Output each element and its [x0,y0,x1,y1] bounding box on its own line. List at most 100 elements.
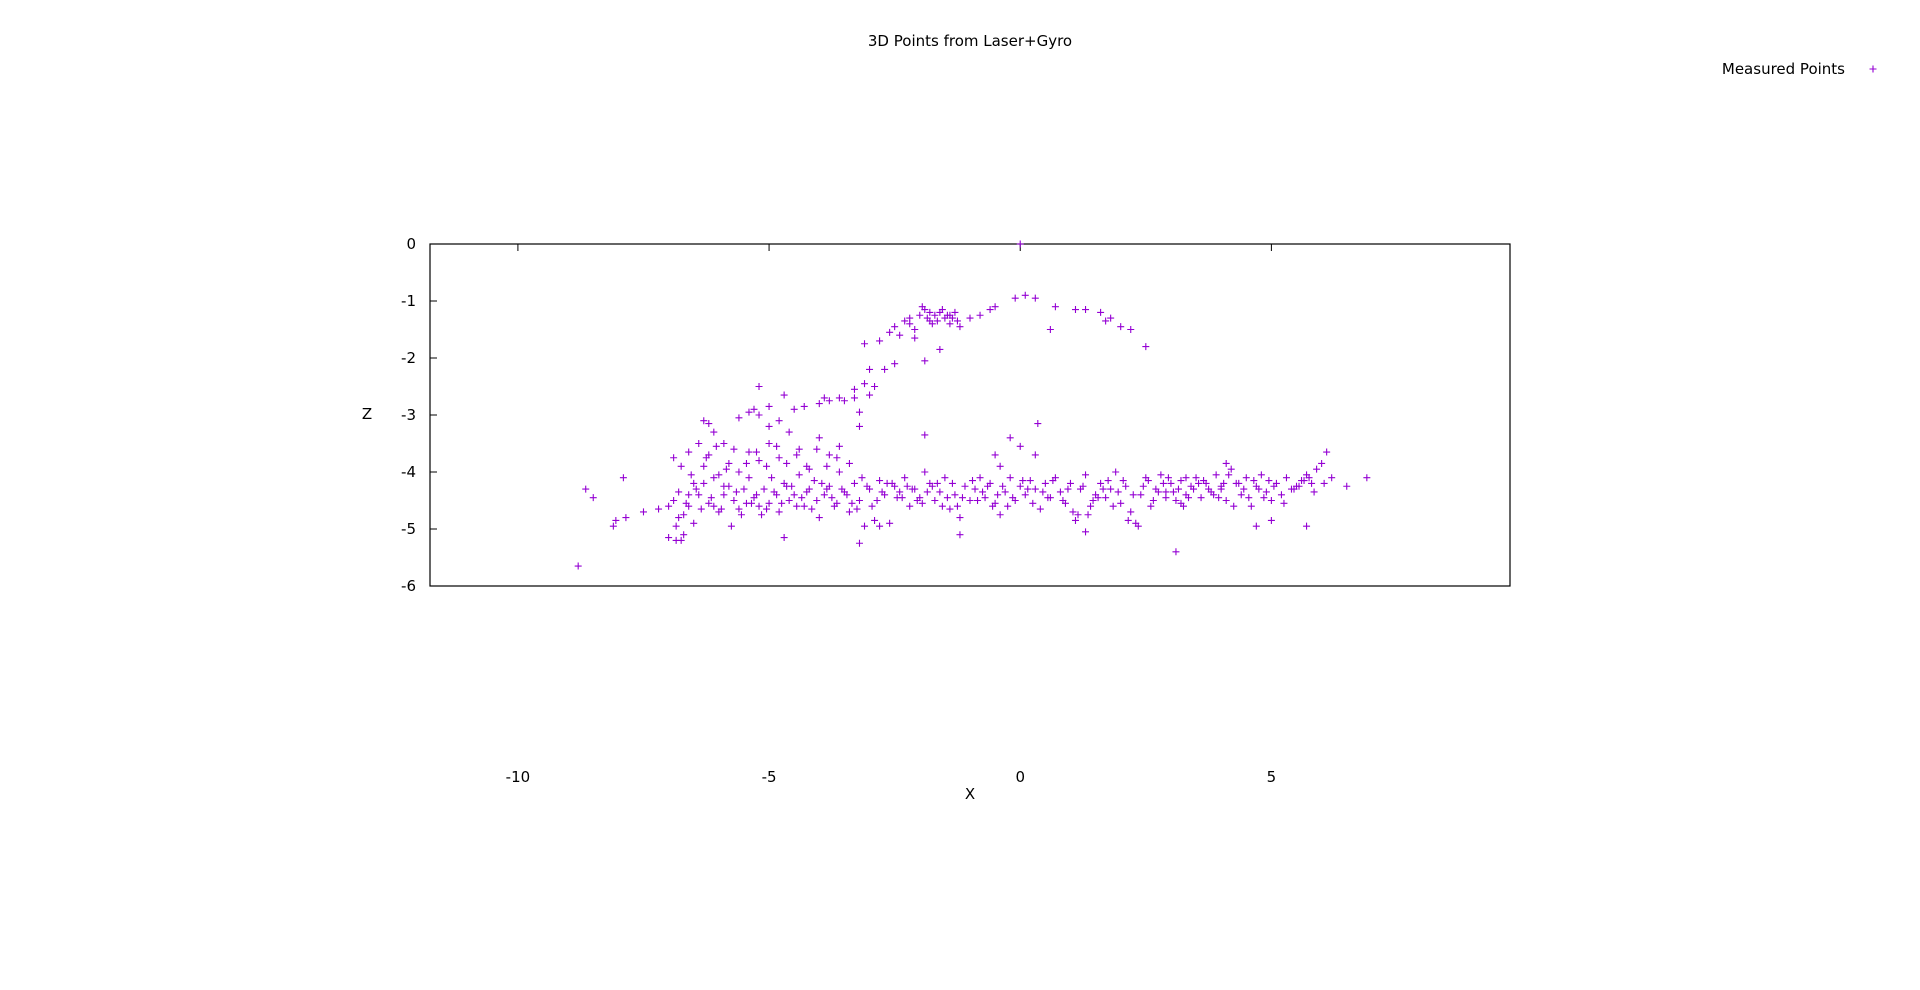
data-point [1270,482,1278,490]
data-point [1026,477,1034,485]
data-point [921,431,929,439]
data-point [808,505,816,513]
data-point [1087,502,1095,510]
data-point [1124,516,1132,524]
data-point [745,474,753,482]
data-point [1031,451,1039,459]
data-point [700,462,708,470]
data-point [1074,511,1082,519]
data-point [1099,485,1107,493]
data-point [710,474,718,482]
data-point [702,454,710,462]
data-point [815,400,823,408]
data-point [1222,459,1230,467]
data-point [855,539,863,547]
data-point [680,531,688,539]
data-point [908,485,916,493]
data-point [1016,240,1024,248]
data-point [1265,477,1273,485]
x-axis: -10 -5 0 5 [506,244,1276,786]
data-point [855,422,863,430]
data-point [1149,497,1157,504]
data-point [1257,471,1265,479]
data-point [1097,308,1105,316]
data-point [820,491,828,499]
data-point [1031,485,1039,493]
data-point [1250,477,1258,485]
data-point [996,511,1004,519]
data-point [735,468,743,476]
data-point [1247,502,1255,510]
data-point [1200,477,1208,485]
data-point [848,499,856,507]
data-point [966,497,974,504]
data-point [1034,420,1042,428]
y-axis-label: Z [362,405,372,423]
data-point [1177,477,1185,485]
data-point [1154,488,1162,496]
data-point [1004,502,1012,510]
data-point [979,488,987,496]
x-tick-label: 0 [1015,768,1025,786]
data-point [742,459,750,467]
y-tick-label: -3 [401,406,416,424]
data-point [732,488,740,496]
data-point [1205,485,1213,493]
data-point [735,505,743,513]
data-point [609,522,617,530]
data-point [682,499,690,507]
data-point [813,497,821,504]
data-point [727,522,735,530]
data-point [1323,448,1331,456]
data-point [1031,294,1039,302]
data-point [1144,477,1152,485]
data-point [1006,434,1014,442]
data-point [835,468,843,476]
data-point [1310,488,1318,496]
data-point [896,488,904,496]
data-point [1011,294,1019,302]
data-point [1071,516,1079,524]
data-point [763,505,771,513]
data-point [717,505,725,513]
data-point [891,323,899,331]
data-point [936,345,944,353]
data-point [958,494,966,502]
data-point [750,405,758,413]
data-point [745,408,753,416]
data-point [1313,465,1321,473]
data-point [866,391,874,399]
data-point [803,462,811,470]
data-point [855,408,863,416]
data-point [1280,499,1288,507]
data-point [901,317,909,325]
data-point [582,485,590,493]
y-tick-label: -1 [401,292,416,310]
data-point [765,422,773,430]
data-point [921,306,929,314]
data-point [928,482,936,490]
data-point [677,462,685,470]
data-point [670,454,678,462]
data-point [833,454,841,462]
data-point [1252,522,1260,530]
data-point [835,442,843,450]
data-point [574,562,582,570]
data-point [1245,494,1253,502]
data-point [1039,488,1047,496]
data-point [790,405,798,413]
data-point [677,536,685,544]
data-point [765,402,773,410]
data-point [1001,488,1009,496]
data-point [961,482,969,490]
data-point [1069,508,1077,516]
data-point [1190,485,1198,493]
data-point [951,308,959,316]
data-point [612,516,620,524]
data-point [1102,494,1110,502]
data-point [974,497,982,504]
data-point [1303,522,1311,530]
data-point [773,442,781,450]
data-point [825,397,833,405]
data-point [938,502,946,510]
